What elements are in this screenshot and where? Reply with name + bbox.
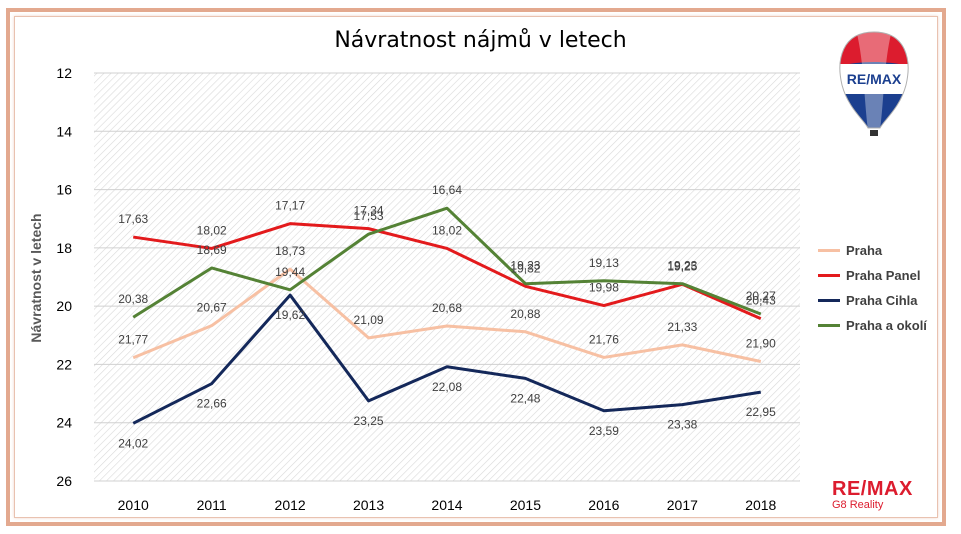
x-tick-label: 2014 xyxy=(431,497,462,513)
y-tick-label: 24 xyxy=(56,415,72,431)
legend-label: Praha Cihla xyxy=(846,293,918,308)
x-tick-label: 2010 xyxy=(118,497,149,513)
data-label: 18,02 xyxy=(197,223,227,237)
legend-item: Praha a okolí xyxy=(818,313,927,338)
x-tick-label: 2018 xyxy=(745,497,776,513)
remax-logo-text: RE/MAX xyxy=(832,478,913,500)
chart-title: Návratnost nájmů v letech xyxy=(334,28,627,53)
data-label: 19,98 xyxy=(589,281,619,295)
x-tick-label: 2013 xyxy=(353,497,384,513)
series-line-4 xyxy=(132,206,762,319)
legend-label: Praha a okolí xyxy=(846,318,927,333)
legend-swatch xyxy=(818,324,840,327)
legend-label: Praha xyxy=(846,243,883,258)
data-label: 18,02 xyxy=(432,223,462,237)
y-tick-label: 20 xyxy=(56,298,72,314)
data-label: 17,63 xyxy=(118,212,148,226)
data-label: 19,44 xyxy=(275,265,305,279)
data-label: 19,62 xyxy=(275,308,305,322)
y-tick-label: 14 xyxy=(56,123,72,139)
data-label: 17,34 xyxy=(354,204,384,218)
y-tick-label: 18 xyxy=(56,240,72,256)
x-tick-label: 2011 xyxy=(197,497,227,513)
data-label: 21,76 xyxy=(589,332,619,346)
x-tick-label: 2012 xyxy=(275,497,306,513)
series-line-1 xyxy=(132,267,762,363)
data-label: 23,25 xyxy=(354,414,384,428)
legend-swatch xyxy=(818,274,840,277)
data-label: 19,23 xyxy=(510,259,540,273)
data-label: 22,66 xyxy=(197,397,227,411)
series-line-2 xyxy=(133,222,762,321)
x-tick-label: 2016 xyxy=(588,497,619,513)
data-label: 22,08 xyxy=(432,380,462,394)
data-label: 19,32 xyxy=(510,261,540,275)
data-label: 24,02 xyxy=(118,436,148,450)
legend-item: Praha Cihla xyxy=(818,288,927,313)
outer-frame xyxy=(6,8,946,526)
data-label: 23,38 xyxy=(667,418,697,432)
legend-item: Praha Panel xyxy=(818,263,927,288)
data-label: 19,25 xyxy=(667,259,697,273)
y-tick-label: 26 xyxy=(56,473,72,489)
legend-swatch xyxy=(818,249,840,252)
legend: Praha Praha Panel Praha Cihla Praha a okolí xyxy=(818,238,927,338)
data-label: 20,43 xyxy=(746,294,776,308)
data-label: 20,67 xyxy=(197,301,227,315)
data-label: 21,90 xyxy=(746,337,776,351)
series-line-3 xyxy=(132,293,762,425)
data-label: 20,27 xyxy=(746,289,776,303)
data-label: 22,95 xyxy=(746,405,776,419)
data-label: 16,64 xyxy=(432,183,462,197)
data-label: 23,59 xyxy=(589,424,619,438)
data-label: 19,23 xyxy=(667,259,697,273)
x-tick-label: 2017 xyxy=(667,497,698,513)
data-label: 18,69 xyxy=(197,243,227,257)
y-tick-label: 22 xyxy=(56,356,72,372)
y-tick-label: 16 xyxy=(56,182,72,198)
plot-area xyxy=(94,73,800,481)
data-label: 20,68 xyxy=(432,301,462,315)
data-label: 18,73 xyxy=(275,244,305,258)
data-label: 20,38 xyxy=(118,292,148,306)
legend-label: Praha Panel xyxy=(846,268,921,283)
remax-balloon-logo: RE/MAX xyxy=(834,30,914,145)
data-label: 21,09 xyxy=(354,313,384,327)
x-tick-label: 2015 xyxy=(510,497,541,513)
remax-g8-logo: RE/MAX G8 Reality xyxy=(832,478,913,511)
data-label: 21,33 xyxy=(667,320,697,334)
legend-item: Praha xyxy=(818,238,927,263)
data-label: 20,88 xyxy=(510,307,540,321)
data-label: 17,17 xyxy=(275,199,305,213)
y-tick-label: 12 xyxy=(56,65,72,81)
inner-frame xyxy=(14,16,938,518)
data-label: 21,77 xyxy=(118,333,148,347)
legend-swatch xyxy=(818,299,840,302)
data-label: 22,48 xyxy=(510,391,540,405)
data-label: 17,53 xyxy=(354,209,384,223)
remax-logo-subtitle: G8 Reality xyxy=(832,499,884,511)
data-label: 19,13 xyxy=(589,256,619,270)
svg-text:RE/MAX: RE/MAX xyxy=(847,71,902,87)
